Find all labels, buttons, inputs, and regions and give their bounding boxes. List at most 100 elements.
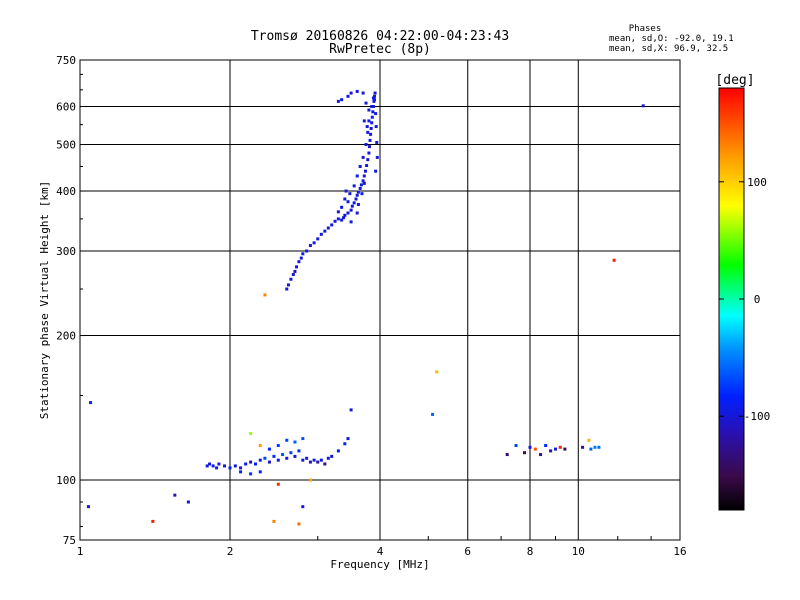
- data-point: [348, 192, 352, 196]
- data-point: [308, 478, 312, 482]
- data-point: [301, 458, 305, 462]
- colorbar-label: [deg]: [715, 73, 754, 88]
- data-point: [539, 453, 543, 457]
- data-point: [375, 155, 379, 159]
- data-point: [249, 460, 253, 464]
- data-point: [374, 112, 378, 116]
- data-point: [533, 447, 537, 451]
- data-point: [563, 447, 567, 451]
- data-point: [186, 500, 190, 504]
- data-point: [371, 110, 375, 114]
- stats-heading: Phases: [629, 24, 662, 34]
- data-point: [291, 273, 295, 277]
- data-point: [362, 181, 366, 185]
- data-point: [336, 449, 340, 453]
- data-point: [336, 99, 340, 103]
- data-point: [343, 197, 347, 201]
- y-tick-label: 500: [56, 139, 76, 152]
- data-point: [239, 470, 243, 474]
- data-point: [355, 174, 359, 178]
- data-point: [173, 493, 177, 497]
- data-point: [360, 192, 364, 196]
- data-point: [305, 249, 309, 253]
- data-point: [346, 211, 350, 215]
- data-point: [319, 458, 323, 462]
- data-point: [326, 456, 330, 460]
- data-point: [323, 229, 327, 233]
- data-point: [285, 287, 289, 291]
- data-point: [349, 208, 353, 212]
- colorbar-ticks: 100 0 -100: [719, 176, 770, 423]
- data-point: [597, 445, 601, 449]
- data-point: [281, 453, 285, 457]
- data-point: [544, 444, 548, 448]
- data-point: [343, 442, 347, 446]
- data-point: [365, 164, 369, 168]
- data-point: [330, 223, 334, 227]
- data-point: [342, 216, 346, 220]
- chart-subtitle: RwPretec (8p): [329, 42, 431, 57]
- x-axis-label: Frequency [MHz]: [330, 558, 429, 571]
- data-point: [249, 432, 253, 436]
- data-point: [352, 201, 356, 205]
- y-tick-label: 200: [56, 330, 76, 343]
- data-point: [371, 96, 375, 100]
- x-tick-label: 10: [572, 545, 585, 558]
- data-point: [249, 472, 253, 476]
- data-point: [258, 444, 262, 448]
- data-point: [362, 119, 366, 123]
- data-point: [373, 91, 377, 95]
- data-point: [293, 454, 297, 458]
- y-tick-label: 600: [56, 101, 76, 114]
- data-point: [276, 458, 280, 462]
- data-point: [589, 447, 593, 451]
- x-axis-ticks: 1 2 4 6 8 10 16: [77, 536, 687, 558]
- data-point: [263, 293, 267, 297]
- data-point: [370, 105, 374, 109]
- data-point: [297, 260, 301, 264]
- data-point: [286, 283, 290, 287]
- data-point: [361, 155, 365, 159]
- x-tick-label: 8: [527, 545, 534, 558]
- colorbar-tick-label: -100: [744, 410, 771, 423]
- data-point: [370, 121, 374, 125]
- stats-line-o: mean, sd,O: -92.0, 19.1: [609, 34, 734, 44]
- data-point: [239, 466, 243, 470]
- data-point: [258, 470, 262, 474]
- data-point: [336, 217, 340, 221]
- data-point: [370, 115, 374, 119]
- data-point: [367, 108, 371, 112]
- data-point: [295, 265, 299, 269]
- data-point: [523, 451, 527, 455]
- data-point: [267, 460, 271, 464]
- data-point: [326, 226, 330, 230]
- data-point: [267, 447, 271, 451]
- data-point: [151, 519, 155, 523]
- data-points: [86, 89, 645, 526]
- data-point: [371, 105, 375, 109]
- data-point: [375, 140, 379, 144]
- data-point: [285, 438, 289, 442]
- data-point: [346, 200, 350, 204]
- stats-line-x: mean, sd,X: 96.9, 32.5: [609, 44, 728, 54]
- data-point: [374, 125, 378, 129]
- data-point: [355, 89, 359, 93]
- data-point: [367, 119, 371, 123]
- data-point: [505, 453, 509, 457]
- data-point: [272, 454, 276, 458]
- data-point: [316, 460, 320, 464]
- x-tick-label: 1: [77, 545, 84, 558]
- chart-title: Tromsø 20160826 04:22:00-04:23:43: [251, 29, 509, 44]
- x-tick-label: 2: [227, 545, 234, 558]
- data-point: [587, 438, 591, 442]
- data-point: [356, 202, 360, 206]
- data-point: [361, 91, 365, 95]
- data-point: [581, 445, 585, 449]
- data-point: [367, 151, 371, 155]
- x-tick-label: 6: [464, 545, 471, 558]
- data-point: [289, 277, 293, 281]
- data-point: [297, 449, 301, 453]
- data-point: [330, 454, 334, 458]
- data-point: [299, 256, 303, 260]
